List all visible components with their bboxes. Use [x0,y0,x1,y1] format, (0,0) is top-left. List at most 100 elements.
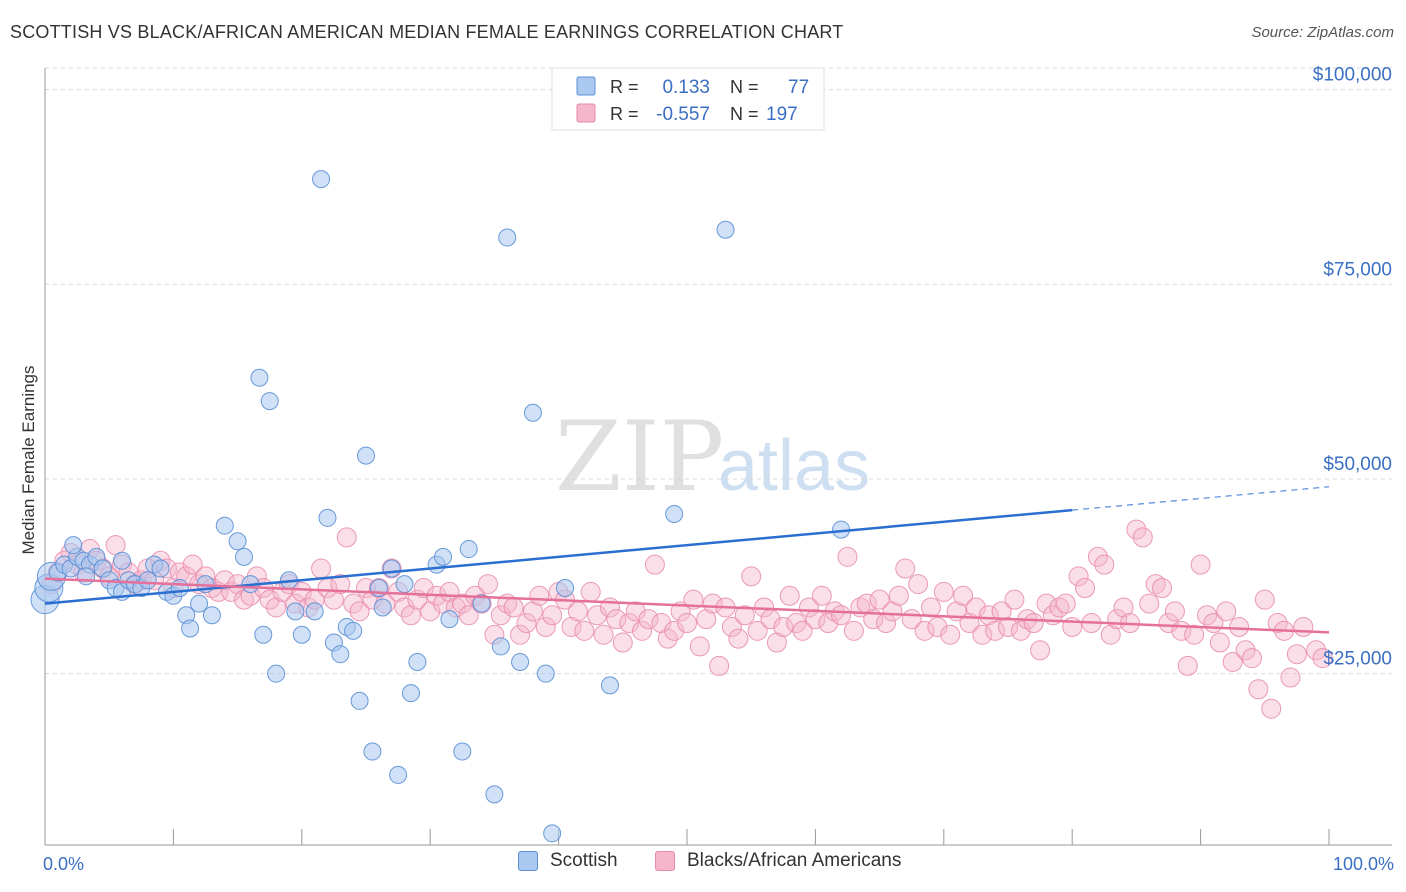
black-point [786,613,807,634]
black-point [638,609,659,630]
axes [44,68,1392,846]
black-point [953,585,974,606]
legend-box [551,67,825,131]
scottish-point [228,532,247,551]
black-point [766,632,787,653]
scottish-point [491,637,510,656]
black-point [1113,597,1134,618]
legend-n-label-2: N = [730,104,759,124]
black-point [1177,655,1198,676]
x-tick-label-end: 100.0% [1333,854,1394,874]
scottish-point [260,392,279,411]
black-point [657,628,678,649]
black-point [933,581,954,602]
legend-item-scottish: Scottish [518,850,618,872]
black-point [664,620,685,641]
black-point [394,597,415,618]
black-point [400,605,421,626]
scottish-point [472,594,491,613]
black-point [561,616,582,637]
black-point [606,609,627,630]
black-point [1055,593,1076,614]
scottish-point [138,571,157,590]
black-point [1139,593,1160,614]
black-point [1094,554,1115,575]
trend-lines [44,486,1330,634]
black-point [811,585,832,606]
black-point [1216,601,1237,622]
chart-title: SCOTTISH VS BLACK/AFRICAN AMERICAN MEDIA… [10,22,844,42]
scottish-point [395,575,414,594]
black-point [940,624,961,645]
black-point [182,554,203,575]
scottish-point [331,645,350,664]
black-point [1235,640,1256,661]
legend-item-black: Blacks/African Americans [655,850,901,872]
scottish-point [344,621,363,640]
legend-swatch-scottish-bottom [518,851,538,871]
scottish-point [286,602,305,621]
black-point [651,613,672,634]
black-point [888,585,909,606]
black-point [677,613,697,634]
x-tick-label-start: 0.0% [43,854,84,874]
black-point [477,574,498,595]
black-point [522,601,543,622]
black-point [1197,605,1218,626]
black-point [798,597,819,618]
scottish-point [543,824,562,843]
black-point [1306,640,1327,661]
source-credit: Source: ZipAtlas.com [1251,24,1394,41]
black-point [413,578,434,598]
black-point [291,581,312,602]
black-point [895,558,916,579]
black-point [535,616,556,637]
black-point [1010,620,1031,641]
black-point [1132,527,1153,548]
y-axis-label: Median Female Earnings [19,366,38,555]
black-point [741,566,762,587]
scottish-point [318,508,337,527]
black-point [747,620,768,641]
scottish-point [151,559,170,578]
x-tick-labels: 0.0% 100.0% [43,854,1394,874]
black-point [1023,613,1044,634]
black-point [773,616,794,637]
scottish-point [113,551,132,570]
black-point [998,616,1018,637]
black-point [991,601,1012,622]
black-point [1152,578,1173,598]
black-point [1164,601,1185,622]
scottish-point [357,446,375,465]
black-point [728,628,749,649]
scottish-point [511,652,530,671]
black-point [1312,648,1333,669]
black-point [696,609,717,630]
black-point [978,605,999,626]
black-point [721,616,742,637]
black-point [882,601,903,622]
black-point [1184,624,1205,645]
legend-label-scottish: Scottish [550,850,618,871]
watermark-zip: ZIP [555,401,724,513]
black-point [1145,574,1166,595]
black-point [1049,597,1070,618]
scottish-point [600,676,619,695]
scottish-point [350,691,369,710]
black-point [1267,613,1288,634]
black-point [843,620,864,641]
black-point [529,585,550,606]
black-point [689,636,710,657]
black-point [266,597,287,618]
legend-bottom: Scottish Blacks/African Americans [0,850,1406,880]
scottish-point [215,516,234,535]
legend-top: R = 0.133 N = 77 R = -0.557 N = 197 [551,67,825,131]
scottish-point [250,368,269,387]
black-point [343,593,364,614]
black-point [837,546,858,567]
scottish-point [401,684,420,703]
black-point [587,605,608,626]
scottish-point [292,625,311,644]
legend-label-black: Blacks/African Americans [687,850,902,871]
